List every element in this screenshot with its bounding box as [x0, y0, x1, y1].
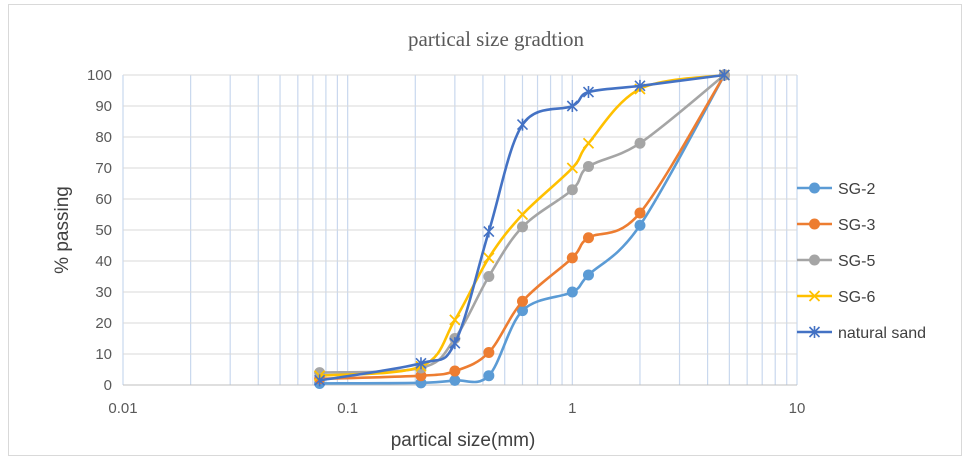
data-point-sg-6-stroke [516, 208, 529, 221]
y-tick-label: 80 [95, 129, 112, 146]
legend-marker [809, 218, 820, 230]
data-point-natural-sand [718, 69, 730, 81]
data-point-natural-sand-stroke [566, 100, 578, 112]
legend-marker-stroke [808, 290, 821, 302]
legend-marker [808, 326, 821, 338]
legend-item-sg-3: SG-3 [797, 217, 875, 234]
data-point-natural-sand-stroke [415, 357, 427, 370]
data-point-sg-6 [516, 208, 529, 221]
data-point-sg-2 [566, 286, 578, 298]
data-point-sg-3 [582, 232, 594, 244]
data-point-sg-6-stroke [582, 137, 595, 149]
chart-title: partical size gradtion [408, 27, 585, 51]
data-point-sg-2 [449, 374, 461, 386]
x-tick-label: 1 [568, 400, 576, 417]
y-tick-label: 90 [95, 98, 112, 115]
y-axis-label: % passing [52, 186, 73, 274]
data-point-natural-sand-stroke [483, 225, 495, 238]
data-point-sg-6 [566, 162, 578, 174]
data-point-sg-3 [449, 365, 461, 377]
data-point-sg-2 [483, 370, 495, 382]
data-point-natural-sand [634, 79, 646, 92]
legend-item-natural-sand: natural sand [797, 325, 926, 342]
data-point-sg-5 [483, 271, 495, 282]
legend-marker-stroke [808, 326, 821, 338]
data-point-sg-5 [516, 221, 528, 233]
data-point-natural-sand-stroke [718, 69, 730, 81]
data-point-sg-5 [582, 160, 594, 172]
x-axis-label: partical size(mm) [391, 430, 536, 451]
series-line-natural-sand [319, 73, 725, 382]
data-point-natural-sand [582, 86, 595, 99]
data-point-sg-3 [415, 370, 427, 382]
legend-item-sg-5: SG-5 [797, 253, 875, 270]
legend-marker [809, 182, 820, 194]
y-tick-label: 100 [87, 67, 112, 84]
data-point-sg-2 [634, 219, 646, 231]
y-tick-labels: 0 10 20 30 40 50 60 70 80 90 100 [87, 67, 112, 394]
x-tick-label: 0.1 [337, 400, 358, 417]
grid [122, 74, 798, 386]
data-point-sg-3 [483, 346, 495, 358]
y-tick-label: 10 [95, 346, 112, 363]
data-point-sg-6 [582, 137, 595, 149]
legend: SG-2 SG-3 SG-5 SG-6 natural sand [797, 181, 926, 342]
data-point-natural-sand [314, 374, 326, 387]
data-point-natural-sand [566, 100, 578, 112]
y-tick-label: 40 [95, 253, 112, 270]
plot-series [313, 69, 731, 389]
y-tick-label: 20 [95, 315, 112, 332]
data-point-sg-3 [516, 295, 528, 307]
series-natural-sand [314, 69, 730, 387]
data-point-sg-6-stroke [483, 252, 495, 264]
data-point-natural-sand-stroke [516, 118, 529, 131]
data-point-natural-sand-stroke [582, 86, 595, 99]
data-point-sg-2 [516, 305, 528, 317]
y-tick-label: 50 [95, 222, 112, 239]
data-point-sg-5 [634, 137, 646, 149]
data-point-natural-sand-stroke [449, 337, 461, 350]
data-point-sg-5 [566, 184, 578, 196]
x-tick-label: 0.01 [108, 400, 137, 417]
data-point-sg-6-stroke [449, 314, 461, 326]
x-tick-labels: 0.01 0.1 1 10 [108, 400, 805, 417]
data-point-natural-sand [483, 225, 495, 238]
data-point-natural-sand [516, 118, 529, 131]
data-point-natural-sand [415, 357, 427, 370]
legend-label: SG-6 [838, 289, 875, 306]
data-point-natural-sand-stroke [634, 79, 646, 92]
data-point-sg-6 [449, 314, 461, 326]
x-tick-label: 10 [789, 400, 806, 417]
data-point-natural-sand-stroke [314, 374, 326, 387]
legend-label: natural sand [838, 325, 926, 342]
data-point-sg-6 [483, 252, 495, 264]
data-point-sg-2 [582, 269, 594, 281]
y-tick-label: 70 [95, 160, 112, 177]
legend-item-sg-2: SG-2 [797, 181, 875, 198]
y-tick-label: 60 [95, 191, 112, 208]
y-tick-label: 0 [104, 377, 112, 394]
y-tick-label: 30 [95, 284, 112, 301]
legend-marker [809, 254, 820, 266]
legend-label: SG-3 [838, 217, 875, 234]
legend-marker [808, 290, 821, 302]
data-point-sg-3 [634, 207, 646, 219]
legend-item-sg-6: SG-6 [797, 289, 875, 306]
legend-label: SG-5 [838, 253, 875, 270]
data-point-natural-sand [449, 337, 461, 350]
legend-label: SG-2 [838, 181, 875, 198]
series-sg-3 [314, 69, 730, 385]
data-point-sg-6-stroke [566, 162, 578, 174]
data-point-sg-3 [566, 252, 578, 264]
